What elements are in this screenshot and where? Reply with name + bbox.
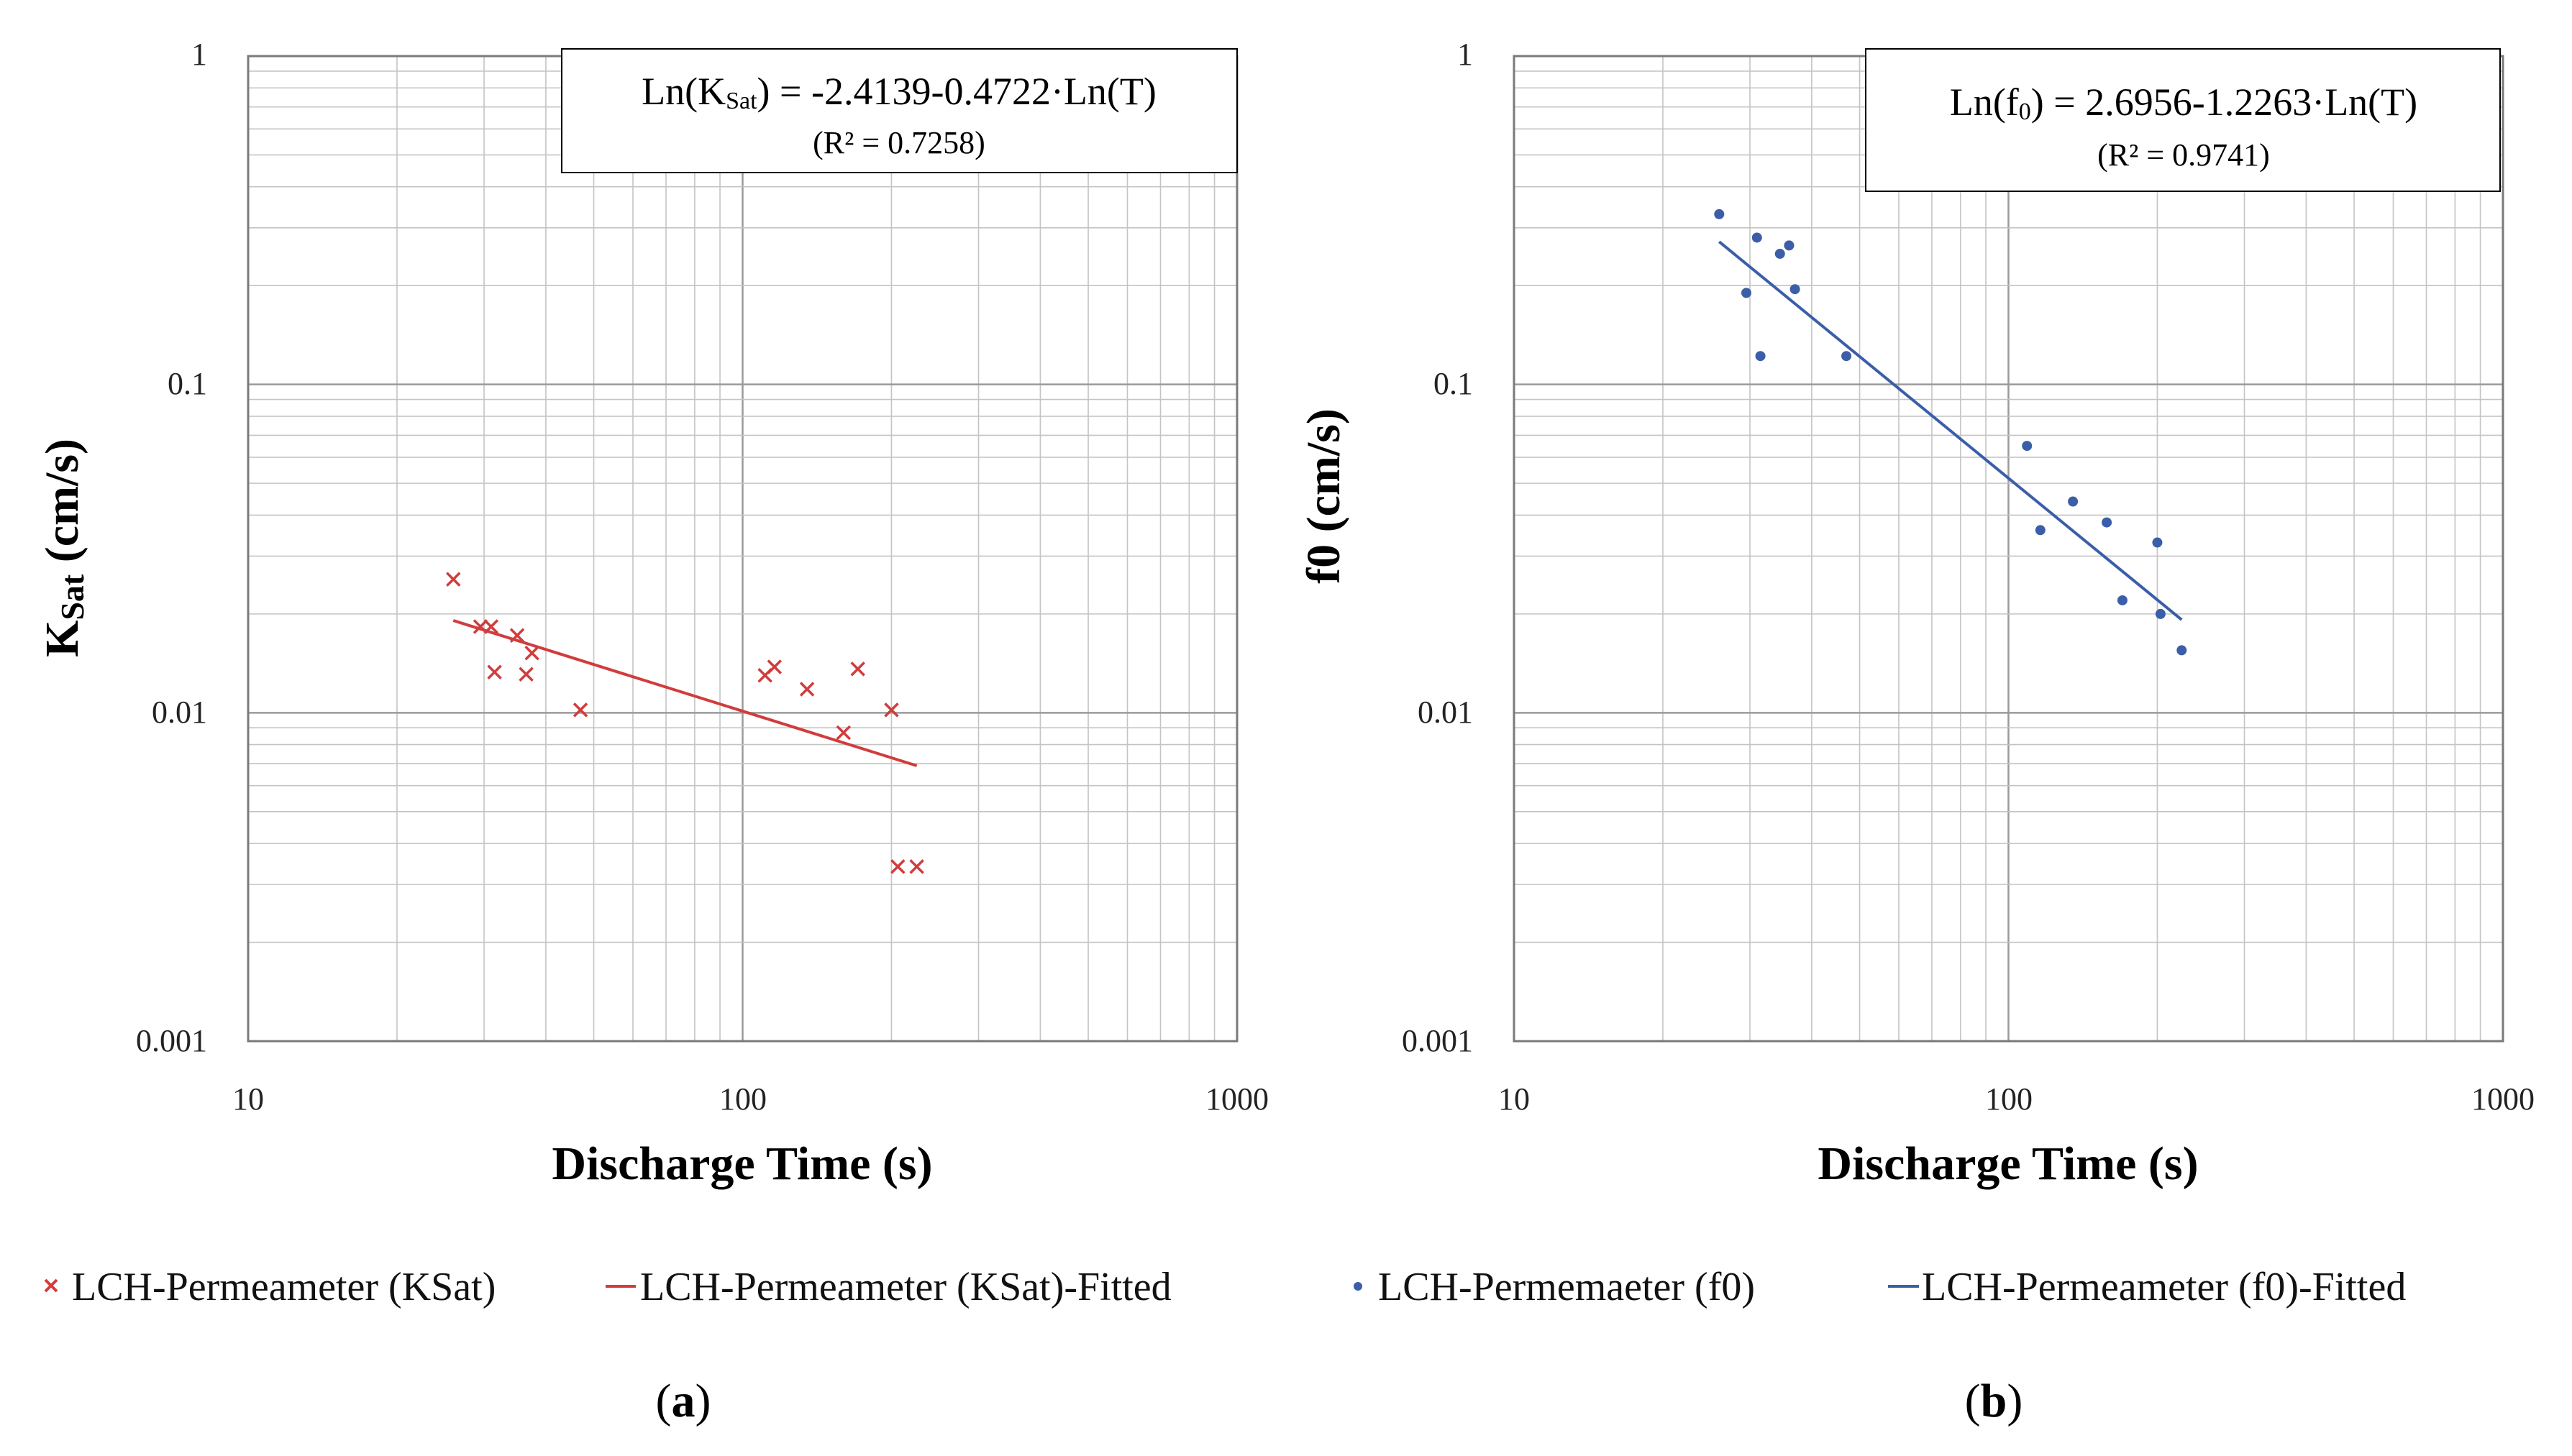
marks-a bbox=[446, 572, 924, 874]
equation-box-a bbox=[561, 48, 1238, 173]
legend-item-f0: LCH-Permemaeter (f0) bbox=[1354, 1265, 1755, 1309]
data-point-a bbox=[890, 859, 906, 874]
data-point-b bbox=[1789, 284, 1800, 295]
data-point-b bbox=[1751, 232, 1762, 243]
y-tick-1: 1 bbox=[191, 37, 207, 72]
legend: LCH-Permeameter (KSat) LCH-Permeameter (… bbox=[44, 1265, 2406, 1309]
panel-b: 1 0.1 0.01 0.001 10 100 1000 Discharge T… bbox=[1298, 37, 2535, 1427]
data-point-b bbox=[1755, 351, 1766, 362]
data-point-a bbox=[799, 682, 815, 697]
data-point-b bbox=[2102, 517, 2112, 528]
data-point-b bbox=[2117, 595, 2128, 605]
data-point-b bbox=[2022, 441, 2033, 452]
x-tick-1000: 1000 bbox=[1205, 1081, 1269, 1117]
data-point-b bbox=[1774, 248, 1785, 259]
r-squared-a: (R² = 0.7258) bbox=[813, 125, 985, 160]
data-point-a bbox=[519, 667, 534, 682]
data-point-a bbox=[884, 702, 899, 718]
y-tick-0.01: 0.01 bbox=[152, 695, 207, 730]
y-tick-0.1: 0.1 bbox=[168, 366, 207, 401]
data-point-b bbox=[2155, 608, 2166, 619]
data-point-b bbox=[1784, 240, 1795, 251]
y-axis-title-a: KSat (cm/s) bbox=[36, 439, 91, 657]
data-point-a bbox=[473, 619, 488, 634]
equation-box-b bbox=[1865, 48, 2501, 192]
legend-item-ksat: LCH-Permeameter (KSat) bbox=[44, 1265, 496, 1309]
fitted-line-b bbox=[1718, 240, 2183, 621]
data-point-a bbox=[836, 725, 852, 741]
x-axis-title-a: Discharge Time (s) bbox=[552, 1137, 932, 1190]
legend-label-ksat-fitted: LCH-Permeameter (KSat)-Fitted bbox=[640, 1265, 1172, 1309]
data-point-a bbox=[850, 661, 865, 677]
y-tick-1-b: 1 bbox=[1457, 37, 1473, 72]
grid-b bbox=[1513, 56, 2503, 1043]
data-point-b bbox=[2176, 645, 2187, 656]
legend-item-f0-fitted: LCH-Permeameter (f0)-Fitted bbox=[1888, 1265, 2406, 1309]
equation-b: Ln(f0) = 2.6956-1.2263·Ln(T) bbox=[1950, 81, 2417, 125]
panel-label-a: (a) bbox=[656, 1375, 711, 1427]
panel-label-b: (b) bbox=[1965, 1375, 2023, 1427]
data-point-a bbox=[509, 628, 525, 644]
data-point-a bbox=[487, 664, 502, 680]
data-point-a bbox=[446, 572, 461, 587]
legend-dot-marker-icon bbox=[1354, 1282, 1362, 1291]
legend-label-f0-fitted: LCH-Permeameter (f0)-Fitted bbox=[1922, 1265, 2406, 1309]
fitted-line-a bbox=[452, 619, 918, 767]
data-point-b bbox=[1714, 209, 1725, 219]
data-point-b bbox=[1841, 351, 1852, 362]
legend-item-ksat-fitted: LCH-Permeameter (KSat)-Fitted bbox=[606, 1265, 1172, 1309]
x-tick-100-b: 100 bbox=[1985, 1081, 2033, 1117]
data-point-b bbox=[2035, 525, 2046, 536]
data-point-b bbox=[2068, 496, 2079, 507]
equation-a: Ln(KSat) = -2.4139-0.4722·Ln(T) bbox=[642, 70, 1157, 114]
data-point-b bbox=[1741, 288, 1752, 298]
data-point-b bbox=[2152, 537, 2163, 548]
data-point-a bbox=[767, 659, 783, 674]
data-point-a bbox=[573, 702, 588, 718]
marks-b bbox=[1714, 209, 2187, 656]
data-point-a bbox=[524, 646, 539, 661]
panel-a: 1 0.1 0.01 0.001 10 100 1000 Discharge T… bbox=[36, 37, 1269, 1427]
y-tick-0.1-b: 0.1 bbox=[1433, 366, 1473, 401]
y-axis-title-b: f0 (cm/s) bbox=[1298, 408, 1350, 584]
x-tick-100: 100 bbox=[719, 1081, 767, 1117]
data-point-a bbox=[483, 619, 499, 634]
y-tick-0.01-b: 0.01 bbox=[1418, 695, 1473, 730]
legend-x-marker-icon bbox=[44, 1278, 58, 1293]
grid-a bbox=[247, 56, 1237, 1043]
x-tick-10-b: 10 bbox=[1498, 1081, 1530, 1117]
legend-label-f0: LCH-Permemaeter (f0) bbox=[1378, 1265, 1755, 1309]
data-point-a bbox=[909, 859, 924, 874]
y-tick-0.001: 0.001 bbox=[136, 1023, 207, 1058]
y-tick-0.001-b: 0.001 bbox=[1402, 1023, 1473, 1058]
r-squared-b: (R² = 0.9741) bbox=[2097, 137, 2270, 173]
legend-label-ksat: LCH-Permeameter (KSat) bbox=[72, 1265, 496, 1309]
x-tick-10: 10 bbox=[232, 1081, 264, 1117]
x-tick-1000-b: 1000 bbox=[2471, 1081, 2535, 1117]
x-axis-title-b: Discharge Time (s) bbox=[1818, 1137, 2198, 1190]
